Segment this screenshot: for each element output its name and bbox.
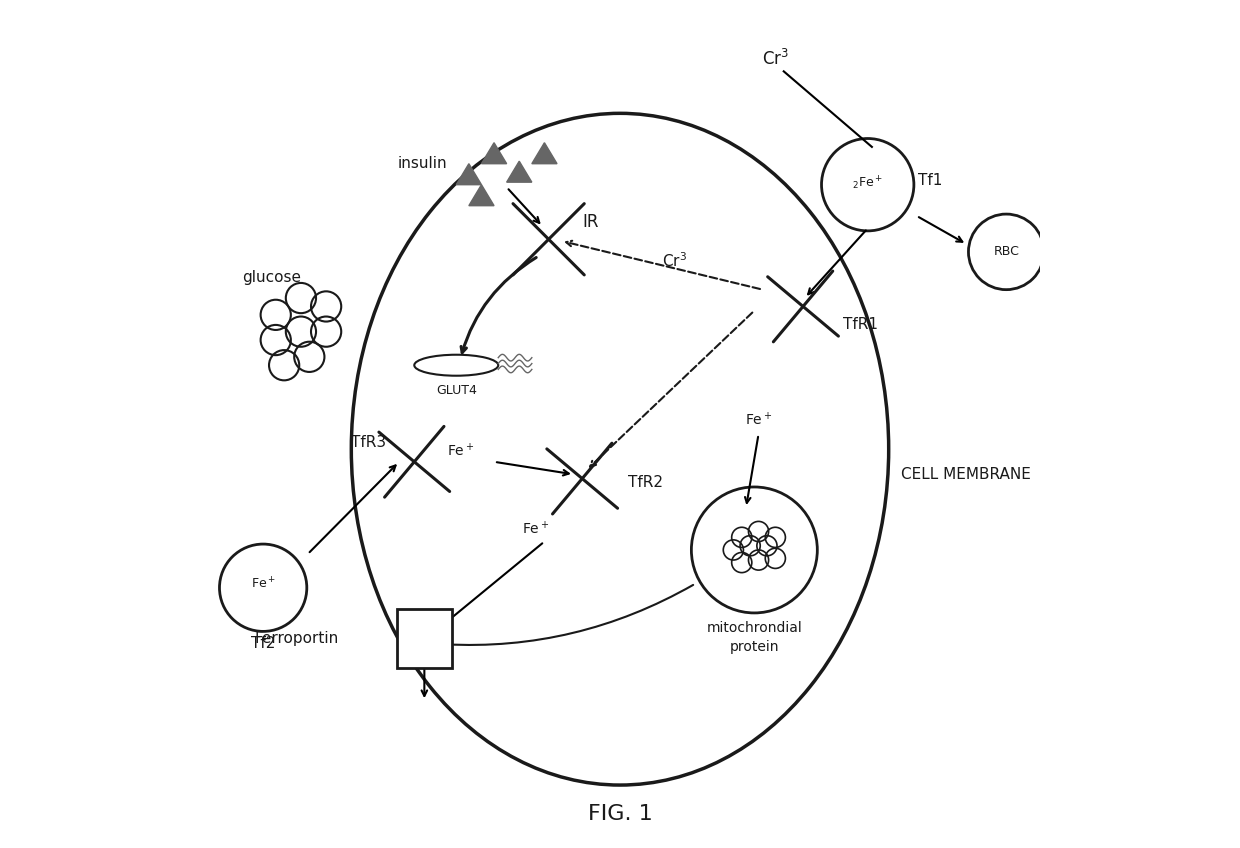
Text: glucose: glucose (242, 270, 301, 285)
FancyBboxPatch shape (398, 609, 453, 667)
Text: RBC: RBC (993, 245, 1019, 259)
Text: TfR2: TfR2 (629, 475, 663, 490)
Text: FIG. 1: FIG. 1 (588, 805, 652, 824)
Polygon shape (532, 142, 557, 164)
Text: Fe$^+$: Fe$^+$ (522, 521, 549, 538)
Text: IR: IR (583, 214, 599, 232)
Text: Ferroportin: Ferroportin (254, 632, 339, 646)
Text: GLUT4: GLUT4 (435, 383, 476, 397)
Polygon shape (456, 164, 481, 185)
Text: TfR1: TfR1 (842, 317, 878, 332)
Text: insulin: insulin (398, 156, 448, 171)
Polygon shape (507, 161, 532, 182)
Text: TfR3: TfR3 (351, 435, 387, 450)
Text: Fe$^+$: Fe$^+$ (250, 576, 275, 591)
Text: Fe$^+$: Fe$^+$ (446, 442, 474, 460)
Text: Cr$^3$: Cr$^3$ (761, 48, 789, 69)
Ellipse shape (414, 354, 498, 376)
Text: CELL MEMBRANE: CELL MEMBRANE (901, 467, 1032, 482)
Text: Fe$^+$: Fe$^+$ (745, 411, 773, 428)
Polygon shape (481, 142, 507, 164)
Text: Tf1: Tf1 (918, 173, 942, 188)
Text: Cr$^3$: Cr$^3$ (662, 251, 687, 270)
Text: Tf2: Tf2 (250, 636, 275, 650)
Text: mitochrondial
protein: mitochrondial protein (707, 622, 802, 654)
Text: $_2$Fe$^+$: $_2$Fe$^+$ (852, 175, 883, 192)
Polygon shape (469, 185, 494, 206)
